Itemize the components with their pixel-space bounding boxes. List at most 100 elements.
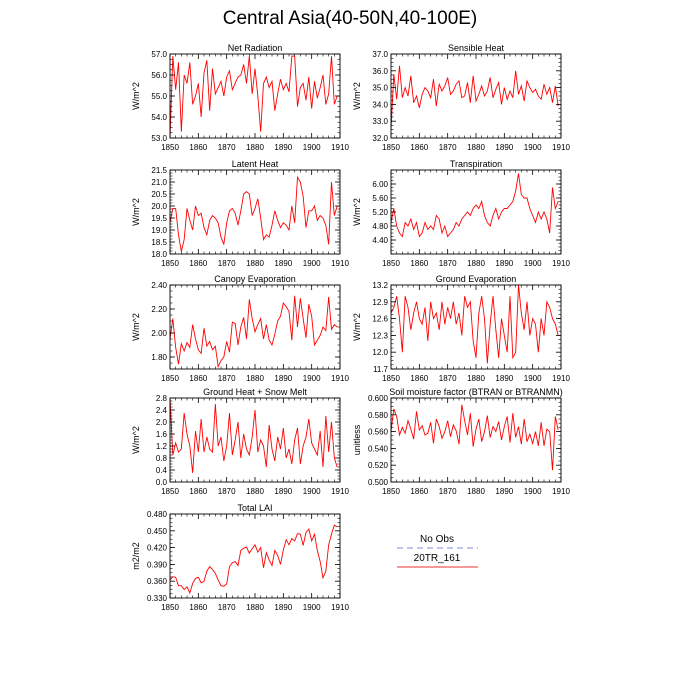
x-tick-label: 1850 <box>161 143 179 152</box>
y-tick-label: 36.0 <box>372 67 388 76</box>
y-tick-label: 0.4 <box>156 466 168 475</box>
x-tick-label: 1900 <box>524 374 542 383</box>
y-tick-label: 55.0 <box>151 92 167 101</box>
y-tick-label: 54.0 <box>151 113 167 122</box>
panel-title: Canopy Evaporation <box>214 274 296 284</box>
series-line <box>169 175 338 252</box>
plot-frame <box>390 397 562 483</box>
panel-4: 1850 1860 1870 1880 1890 1900 1910 4.40 4.80 5.20… <box>352 159 570 268</box>
y-tick-label: 2.4 <box>156 406 168 415</box>
x-tick-label: 1910 <box>552 487 570 496</box>
y-tick-label: 0.420 <box>147 544 168 553</box>
x-tick-label: 1880 <box>246 487 264 496</box>
y-tick-label: 34.0 <box>372 100 388 109</box>
x-tick-label: 1860 <box>189 603 207 612</box>
y-tick-label: 32.0 <box>372 134 388 143</box>
page-title: Central Asia(40-50N,40-100E) <box>222 8 478 29</box>
x-tick-label: 1890 <box>274 259 292 268</box>
panel-title: Ground Heat + Snow Melt <box>203 387 307 397</box>
y-tick-label: 0.8 <box>156 454 168 463</box>
x-tick-label: 1850 <box>382 487 400 496</box>
x-tick-label: 1890 <box>274 603 292 612</box>
x-tick-label: 1850 <box>382 374 400 383</box>
series-line <box>390 284 559 364</box>
x-tick-label: 1860 <box>410 374 428 383</box>
panel-title: Latent Heat <box>232 159 279 169</box>
x-tick-label: 1880 <box>246 259 264 268</box>
x-tick-label: 1890 <box>274 143 292 152</box>
x-tick-label: 1870 <box>439 259 457 268</box>
y-tick-label: 56.0 <box>151 71 167 80</box>
x-tick-label: 1900 <box>303 259 321 268</box>
y-tick-label: 2.20 <box>151 305 167 314</box>
x-tick-label: 1900 <box>303 487 321 496</box>
x-tick-label: 1890 <box>274 374 292 383</box>
y-tick-label: 21.0 <box>151 178 167 187</box>
x-tick-label: 1890 <box>495 259 513 268</box>
series-line <box>169 524 338 595</box>
x-tick-label: 1860 <box>410 487 428 496</box>
x-tick-label: 1910 <box>331 374 349 383</box>
y-tick-label: 1.6 <box>156 430 168 439</box>
y-tick-label: 20.5 <box>151 190 167 199</box>
x-tick-label: 1870 <box>218 259 236 268</box>
x-tick-label: 1900 <box>524 487 542 496</box>
x-tick-label: 1850 <box>161 603 179 612</box>
panel-title: Soil moisture factor (BTRAN or BTRANMN) <box>389 387 563 397</box>
panel-title: Ground Evaporation <box>436 274 517 284</box>
x-tick-label: 1860 <box>189 374 207 383</box>
y-tick-label: 0.600 <box>368 394 389 403</box>
x-tick-label: 1910 <box>552 143 570 152</box>
y-axis-label: W/m^2 <box>131 313 141 341</box>
panel-8: 1850 1860 1870 1880 1890 1900 1910 0.500 0.520 0.… <box>352 387 570 496</box>
y-axis-label: W/m^2 <box>131 198 141 226</box>
series-line <box>390 404 559 471</box>
y-tick-label: 0.480 <box>147 510 168 519</box>
series-line <box>390 173 559 238</box>
y-tick-label: 20.0 <box>151 202 167 211</box>
x-tick-label: 1910 <box>331 603 349 612</box>
panel-7: 1850 1860 1870 1880 1890 1900 1910 0.0 0.4 0.8 1.2… <box>131 387 349 496</box>
panel-1: 1850 1860 1870 1880 1890 1900 1910 53.0 54.0 55.0… <box>131 43 349 152</box>
x-tick-label: 1910 <box>552 259 570 268</box>
x-tick-label: 1850 <box>161 374 179 383</box>
x-tick-label: 1870 <box>439 487 457 496</box>
x-tick-label: 1880 <box>467 259 485 268</box>
y-tick-label: 0.330 <box>147 594 168 603</box>
y-tick-label: 11.7 <box>373 365 389 374</box>
y-tick-label: 21.5 <box>151 166 167 175</box>
y-tick-label: 0.450 <box>147 527 168 536</box>
y-tick-label: 57.0 <box>151 50 167 59</box>
y-tick-label: 19.5 <box>151 214 167 223</box>
panel-title: Transpiration <box>450 159 502 169</box>
y-tick-label: 2.8 <box>156 394 168 403</box>
y-tick-label: 0.500 <box>368 478 389 487</box>
x-tick-label: 1870 <box>218 487 236 496</box>
plot-frame <box>169 169 341 255</box>
x-tick-label: 1850 <box>161 259 179 268</box>
x-tick-label: 1880 <box>246 603 264 612</box>
plot-frame <box>390 169 562 255</box>
series-line <box>169 295 338 369</box>
x-tick-label: 1860 <box>410 259 428 268</box>
y-axis-label: W/m^2 <box>352 82 362 110</box>
plot-frame <box>169 284 341 370</box>
y-tick-label: 0.560 <box>368 428 389 437</box>
legend-label-20tr: 20TR_161 <box>414 553 461 564</box>
y-axis-label: m2/m2 <box>131 542 141 570</box>
x-tick-label: 1900 <box>303 374 321 383</box>
y-tick-label: 37.0 <box>372 50 388 59</box>
plot-frame <box>169 513 341 599</box>
x-tick-label: 1910 <box>331 143 349 152</box>
panel-9: 1850 1860 1870 1880 1890 1900 1910 0.330 0.360 0.… <box>131 503 349 612</box>
x-tick-label: 1880 <box>246 374 264 383</box>
x-tick-label: 1880 <box>467 143 485 152</box>
y-tick-label: 53.0 <box>151 134 167 143</box>
panel-2: 1850 1860 1870 1880 1890 1900 1910 32.0 33.0 34.0… <box>352 43 570 152</box>
x-tick-label: 1890 <box>495 487 513 496</box>
x-tick-label: 1900 <box>303 143 321 152</box>
y-tick-label: 35.0 <box>372 84 388 93</box>
x-tick-label: 1890 <box>274 487 292 496</box>
y-tick-label: 0.520 <box>368 461 389 470</box>
x-tick-label: 1910 <box>552 374 570 383</box>
